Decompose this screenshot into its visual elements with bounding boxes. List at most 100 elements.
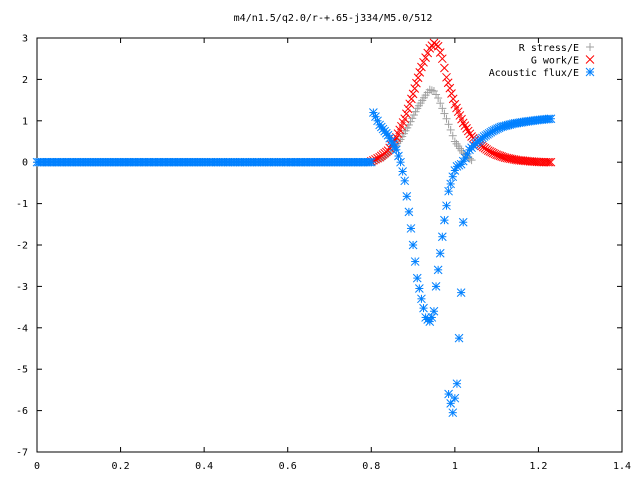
data-point xyxy=(433,265,443,275)
legend-label: Acoustic flux/E xyxy=(489,68,579,79)
data-point xyxy=(462,123,471,133)
data-point xyxy=(445,83,455,93)
data-point xyxy=(414,284,424,293)
data-point xyxy=(492,150,501,160)
data-point xyxy=(504,154,513,163)
data-point xyxy=(411,107,420,116)
data-point xyxy=(400,114,410,124)
data-point xyxy=(403,104,413,114)
data-point xyxy=(495,151,505,161)
data-point xyxy=(408,114,417,123)
data-point xyxy=(419,303,428,313)
data-point xyxy=(437,232,447,242)
data-point xyxy=(440,109,449,118)
data-point xyxy=(427,86,436,95)
data-point xyxy=(443,78,453,88)
data-point xyxy=(450,393,460,403)
data-point xyxy=(448,172,458,182)
data-point xyxy=(408,240,418,250)
data-point xyxy=(407,94,416,104)
data-point xyxy=(373,116,382,126)
data-point xyxy=(383,146,393,155)
data-point xyxy=(429,306,439,316)
legend-marker xyxy=(586,43,594,51)
y-tick-label: -4 xyxy=(16,323,28,334)
data-point xyxy=(423,48,433,58)
data-point xyxy=(408,89,418,99)
data-point xyxy=(446,125,455,134)
data-point xyxy=(413,73,423,83)
data-point xyxy=(458,217,468,227)
data-point xyxy=(454,333,464,343)
series-group xyxy=(32,38,556,418)
y-tick-label: 1 xyxy=(22,116,28,127)
data-point xyxy=(400,176,410,186)
data-point xyxy=(425,317,435,326)
data-point xyxy=(431,282,441,291)
data-point xyxy=(402,109,411,119)
data-point xyxy=(409,111,418,120)
data-point xyxy=(442,72,451,82)
data-point xyxy=(544,157,554,167)
data-point xyxy=(509,155,519,164)
data-point xyxy=(498,152,508,162)
x-tick-label: 0.6 xyxy=(279,461,297,472)
data-point xyxy=(427,313,437,322)
data-point xyxy=(437,54,447,64)
data-point xyxy=(412,78,421,88)
legend-label: G work/E xyxy=(531,56,579,67)
data-point xyxy=(434,94,443,103)
y-tick-label: -3 xyxy=(16,282,28,293)
x-tick-label: 0.8 xyxy=(362,461,380,472)
plot-frame xyxy=(36,37,623,453)
data-point xyxy=(448,94,458,104)
x-tick-label: 1.2 xyxy=(529,461,547,472)
data-point xyxy=(405,99,415,109)
y-tick-label: -5 xyxy=(16,365,28,376)
x-tick-label: 1 xyxy=(452,461,458,472)
data-point xyxy=(412,273,422,283)
data-point xyxy=(543,157,552,167)
data-point xyxy=(452,379,462,389)
data-point xyxy=(446,179,456,189)
series-2 xyxy=(32,108,556,418)
y-tick-label: -1 xyxy=(16,199,28,210)
data-point xyxy=(440,215,449,225)
data-point xyxy=(442,114,451,123)
data-point xyxy=(448,408,458,418)
legend-label: R stress/E xyxy=(519,43,579,54)
data-point xyxy=(419,57,428,67)
data-point xyxy=(404,207,414,217)
data-point xyxy=(546,157,556,167)
y-tick-label: 0 xyxy=(22,158,28,169)
y-tick-label: -2 xyxy=(16,241,28,252)
data-point xyxy=(436,99,445,108)
data-point xyxy=(394,151,403,161)
data-point xyxy=(458,118,468,128)
data-point xyxy=(392,145,401,155)
x-tick-label: 0 xyxy=(34,461,40,472)
chart-title: m4/n1.5/q2.0/r-+.65-j334/M5.0/512 xyxy=(234,13,433,24)
data-point xyxy=(406,224,416,233)
y-tick-label: -6 xyxy=(16,406,28,417)
data-point xyxy=(432,90,441,99)
data-point xyxy=(433,41,443,51)
data-point xyxy=(506,154,515,164)
x-tick-label: 0.4 xyxy=(195,461,213,472)
data-point xyxy=(435,248,445,258)
data-point xyxy=(440,63,449,73)
data-point xyxy=(417,294,426,304)
tick-group: 0 0.2 0.4 0.6 0.8 1 1.2 1.4 3 2 1 0 -1 -2 -3 -4 -5 -6 -7 xyxy=(16,34,631,473)
data-point xyxy=(447,89,456,98)
data-point xyxy=(396,157,405,167)
data-point xyxy=(465,129,475,139)
x-tick-label: 0.2 xyxy=(112,461,130,472)
data-point xyxy=(410,257,420,266)
data-point xyxy=(417,62,426,72)
data-point xyxy=(421,53,430,63)
data-point xyxy=(448,131,457,140)
y-tick-label: -7 xyxy=(16,448,28,459)
data-point xyxy=(460,121,470,130)
data-point xyxy=(425,85,434,94)
